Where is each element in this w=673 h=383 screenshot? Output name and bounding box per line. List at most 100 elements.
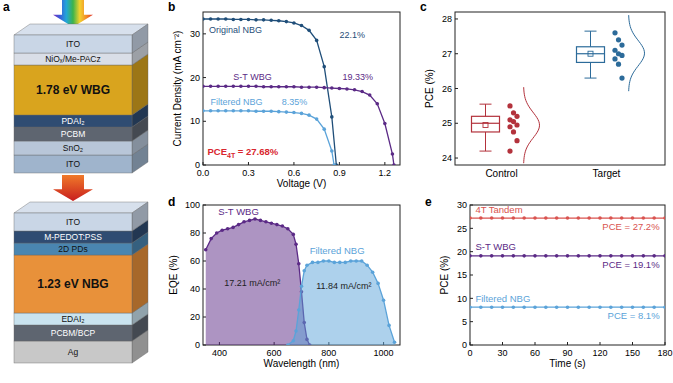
x-tick [339, 162, 340, 165]
point [262, 85, 266, 89]
x-tick [567, 342, 568, 345]
x-tick [632, 342, 633, 345]
point [248, 219, 252, 223]
point [479, 254, 483, 258]
layer-front [14, 341, 132, 363]
point [307, 85, 311, 89]
y-tick [455, 123, 458, 124]
y-tick-label: 20 [190, 73, 200, 83]
point [514, 114, 519, 119]
point [507, 124, 512, 129]
layer-front [14, 213, 132, 231]
point [533, 216, 537, 220]
x-tick-label: 180 [657, 348, 672, 358]
point [652, 305, 656, 309]
layer-front [14, 243, 132, 255]
y-tick-label: 20 [457, 247, 467, 257]
layer-label: 1.78 eV WBG [36, 83, 110, 97]
plot-frame [470, 205, 665, 345]
x-tick-label: 0.6 [288, 168, 301, 178]
point [612, 56, 617, 61]
whisker-cap [585, 78, 597, 79]
point [652, 216, 656, 220]
annotation: 11.84 mA/cm² [316, 281, 371, 291]
layer-label: M-PEDOT:PSS [44, 232, 102, 242]
point [292, 111, 296, 115]
point [232, 85, 236, 89]
point [277, 19, 281, 23]
point [383, 122, 387, 126]
point [209, 85, 213, 89]
y-tick [203, 261, 206, 262]
x-tick [470, 342, 471, 345]
point [239, 109, 243, 113]
layer-side [132, 202, 148, 231]
point [224, 85, 228, 89]
point [619, 53, 624, 58]
x-tick [203, 162, 204, 165]
point [479, 216, 483, 220]
point [490, 216, 494, 220]
point [330, 115, 334, 119]
annotation: PCE = 8.1% [608, 310, 661, 321]
layer-label: PCBM/BCP [51, 328, 96, 338]
y-tick [203, 205, 206, 206]
x-axis-label: Voltage (V) [277, 178, 326, 189]
x-tick-label: 150 [625, 348, 640, 358]
point [501, 216, 505, 220]
series-area [206, 219, 310, 345]
whisker-cap [585, 31, 597, 32]
point [360, 90, 364, 94]
point [247, 109, 251, 113]
point [598, 216, 602, 220]
y-tick-label: 5 [462, 317, 467, 327]
layer-top [14, 54, 148, 65]
x-tick-label: 400 [212, 348, 227, 358]
y-axis-label: Current Density (mA cm⁻²) [172, 31, 183, 147]
layer-label: SnO₂ [63, 143, 83, 153]
x-axis-label: Wavelength (nm) [264, 358, 340, 369]
category-label: Target [593, 168, 621, 179]
layer-label: ITO [66, 217, 80, 227]
y-tick-label: 30 [457, 200, 467, 210]
point [511, 129, 516, 134]
point [322, 259, 326, 263]
point [392, 163, 396, 165]
point [281, 224, 285, 228]
y-tick [203, 289, 206, 290]
y-tick-label: 10 [457, 294, 467, 304]
series-label: S-T WBG [475, 241, 515, 252]
point [269, 85, 273, 89]
point [316, 261, 320, 265]
point [501, 305, 505, 309]
point [512, 254, 516, 258]
layer-front [14, 35, 132, 53]
y-tick-label: 100 [185, 200, 200, 210]
point [349, 259, 353, 263]
point [544, 216, 548, 220]
layer-top [14, 116, 148, 127]
layer-front [14, 313, 132, 325]
point [470, 254, 472, 258]
point [577, 216, 581, 220]
point [631, 254, 635, 258]
point [333, 261, 337, 265]
y-tick-label: 10 [190, 116, 200, 126]
point [305, 263, 309, 267]
point [609, 254, 613, 258]
panel-label: c [420, 0, 427, 14]
y-tick [470, 275, 473, 276]
point [259, 219, 263, 223]
point [231, 226, 235, 230]
y-axis-label: PCE (%) [424, 69, 435, 108]
point [490, 254, 494, 258]
data-layer [470, 216, 665, 309]
y-tick-label: 0 [462, 340, 467, 350]
layer-front [14, 115, 132, 127]
point [294, 329, 298, 333]
box [472, 116, 500, 132]
point [609, 216, 613, 220]
y-tick [455, 18, 458, 19]
point [522, 305, 526, 309]
panel-label: d [168, 195, 175, 209]
